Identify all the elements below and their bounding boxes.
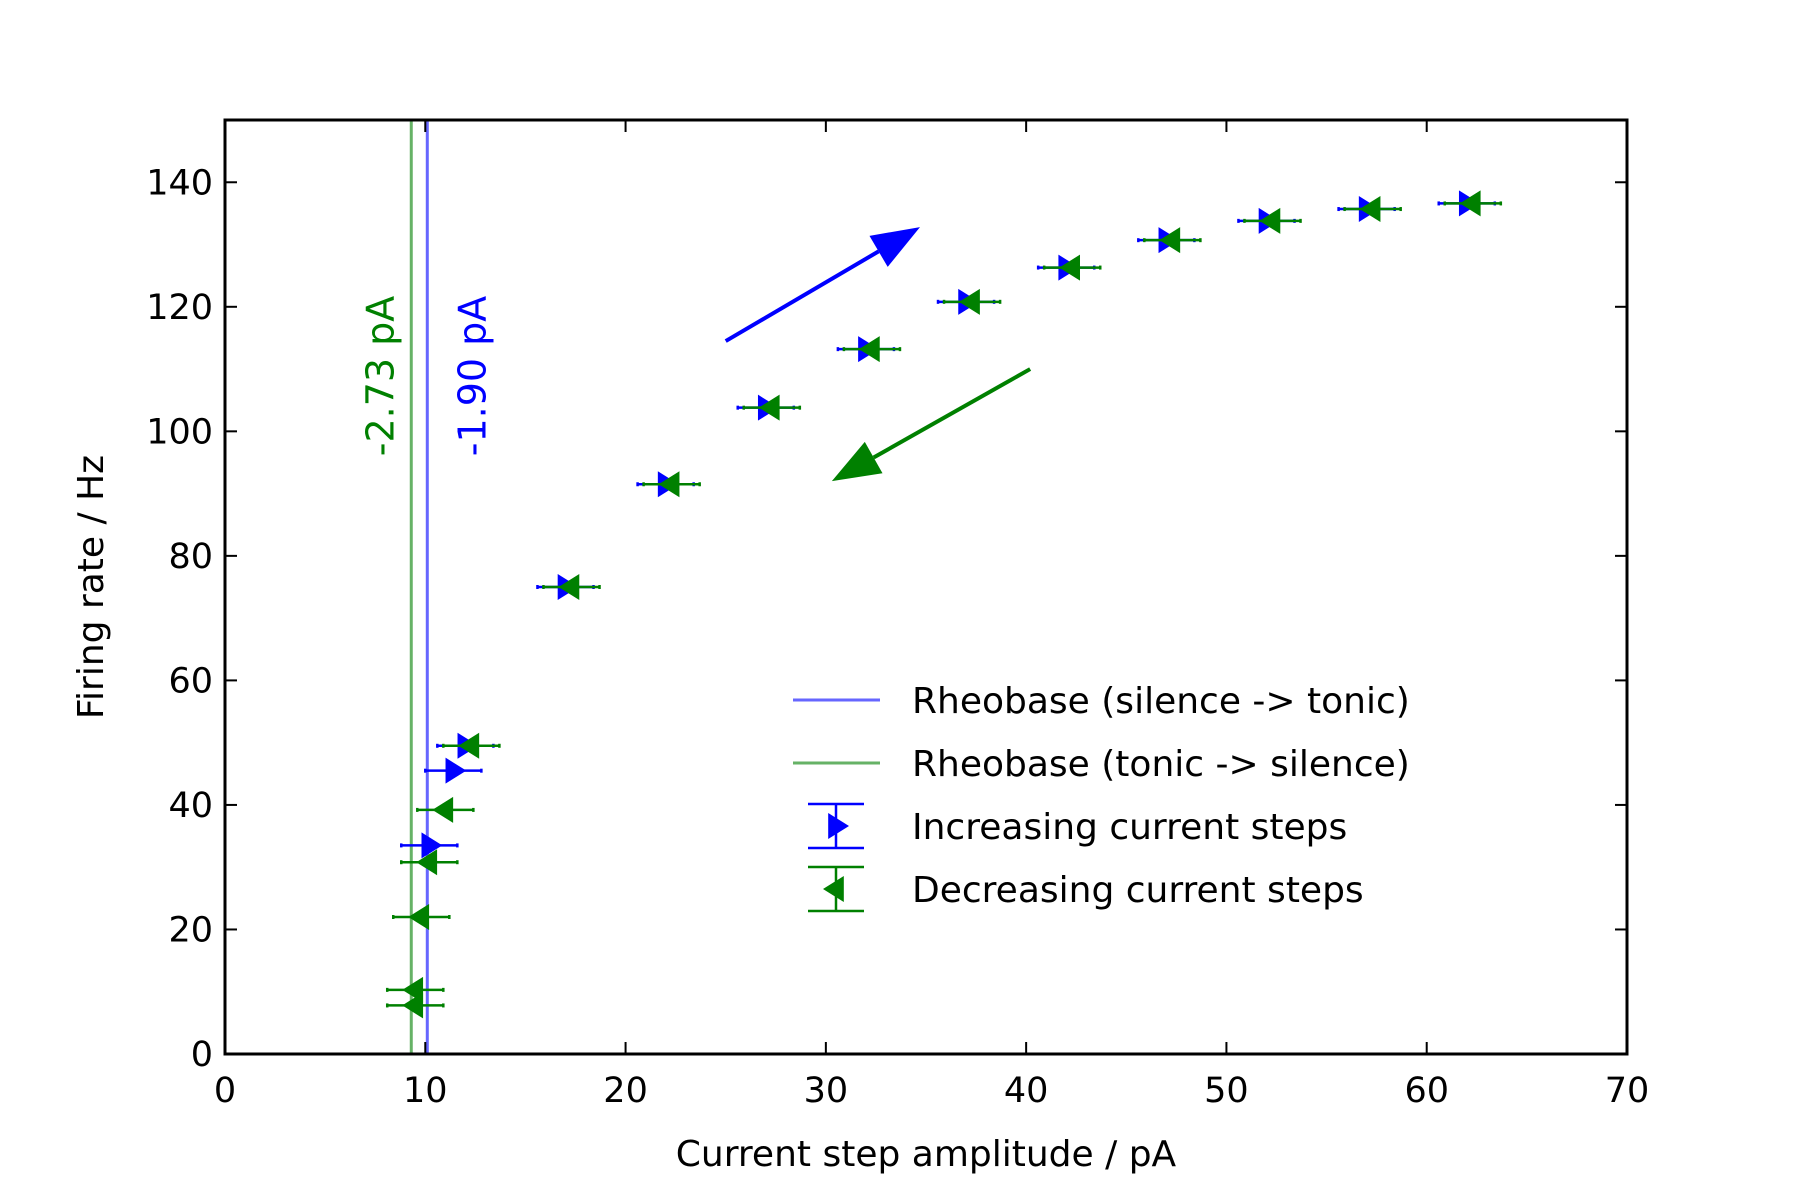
x-tick-label-50: 50 bbox=[1204, 1071, 1249, 1111]
series-1-point-12 bbox=[1143, 227, 1202, 254]
rheobase-lines bbox=[409, 120, 429, 1054]
rheobase-annotations: -1.90 pA -2.73 pA bbox=[358, 296, 494, 457]
axis-ticks: 0 10 20 30 40 50 60 70 0 20 40 60 80 100 120 140 bbox=[146, 120, 1649, 1111]
series-1-marker-8 bbox=[758, 394, 780, 421]
decreasing-direction-arrow-shaft bbox=[872, 367, 1032, 460]
legend-swatch-increasing bbox=[808, 802, 864, 850]
series-1-point-10 bbox=[942, 288, 1002, 315]
series-0-marker-1 bbox=[445, 757, 467, 784]
series-1-marker-5 bbox=[458, 732, 480, 759]
series-1-point-14 bbox=[1343, 196, 1402, 223]
x-tick-label-20: 20 bbox=[603, 1071, 648, 1111]
series-1-marker-9 bbox=[858, 336, 880, 363]
x-tick-label-70: 70 bbox=[1605, 1071, 1650, 1111]
series-1-marker-12 bbox=[1159, 227, 1181, 254]
series-0-point-0 bbox=[400, 832, 459, 859]
series-0-point-1 bbox=[424, 757, 483, 784]
increasing-direction-arrow-shaft bbox=[724, 249, 880, 343]
series-1-point-13 bbox=[1243, 207, 1302, 234]
series-0-marker-0 bbox=[421, 832, 443, 859]
x-tick-label-30: 30 bbox=[804, 1071, 849, 1111]
y-tick-label-80: 80 bbox=[168, 537, 213, 577]
legend-label-increasing: Increasing current steps bbox=[912, 807, 1347, 848]
legend-label-decreasing: Decreasing current steps bbox=[912, 870, 1364, 911]
decreasing-direction-arrow-head bbox=[831, 441, 883, 482]
axes-frame bbox=[223, 118, 1629, 1056]
y-tick-label-40: 40 bbox=[168, 786, 213, 826]
legend-swatch-decreasing bbox=[808, 865, 864, 913]
legend-markers bbox=[793, 698, 880, 913]
direction-arrows bbox=[724, 227, 1032, 482]
increasing-direction-arrow-head bbox=[869, 227, 920, 267]
series-1-marker-7 bbox=[658, 471, 680, 498]
series-1-marker-15 bbox=[1459, 190, 1481, 217]
legend: Rheobase (silence -> tonic) Rheobase (to… bbox=[793, 681, 1410, 913]
legend-marker-3 bbox=[823, 876, 844, 902]
y-tick-label-120: 120 bbox=[146, 288, 213, 328]
legend-label-rheobase-down: Rheobase (tonic -> silence) bbox=[912, 744, 1410, 785]
series-1-point-4 bbox=[416, 796, 475, 823]
series-1-point-9 bbox=[842, 336, 902, 363]
series-1-point-15 bbox=[1443, 190, 1503, 217]
series-1-point-3 bbox=[400, 849, 459, 876]
series-1-marker-2 bbox=[408, 904, 430, 931]
series-1-point-8 bbox=[742, 394, 802, 421]
y-tick-label-0: 0 bbox=[191, 1035, 213, 1075]
series-1-point-2 bbox=[391, 904, 451, 931]
series-1-point-1 bbox=[385, 976, 445, 1003]
y-axis-label: Firing rate / Hz bbox=[71, 455, 112, 719]
series-1-marker-13 bbox=[1259, 207, 1281, 234]
series-1-point-11 bbox=[1042, 254, 1102, 281]
x-tick-label-10: 10 bbox=[403, 1071, 448, 1111]
series-1-point-5 bbox=[442, 732, 501, 759]
series-1-marker-6 bbox=[558, 574, 580, 600]
legend-marker-2 bbox=[828, 813, 849, 839]
series-1-marker-1 bbox=[402, 976, 424, 1003]
legend-label-rheobase-up: Rheobase (silence -> tonic) bbox=[912, 681, 1410, 722]
y-tick-label-140: 140 bbox=[146, 163, 213, 203]
y-tick-label-60: 60 bbox=[168, 661, 213, 701]
rheobase-down-annotation: -2.73 pA bbox=[358, 296, 402, 457]
rheobase-up-annotation: -1.90 pA bbox=[450, 296, 494, 457]
x-tick-label-0: 0 bbox=[214, 1071, 236, 1111]
series-1-marker-4 bbox=[432, 796, 454, 823]
series-1-point-7 bbox=[642, 471, 701, 498]
y-tick-label-20: 20 bbox=[168, 910, 213, 950]
series-1-marker-11 bbox=[1059, 254, 1081, 281]
x-tick-label-40: 40 bbox=[1004, 1071, 1049, 1111]
series-1-marker-3 bbox=[416, 849, 438, 876]
data-points bbox=[385, 190, 1503, 1019]
y-tick-label-100: 100 bbox=[146, 412, 213, 452]
series-1-point-6 bbox=[542, 574, 601, 600]
x-tick-label-60: 60 bbox=[1404, 1071, 1449, 1111]
x-axis-label: Current step amplitude / pA bbox=[676, 1134, 1177, 1175]
series-1-marker-14 bbox=[1359, 196, 1381, 223]
series-1-marker-10 bbox=[959, 288, 980, 315]
